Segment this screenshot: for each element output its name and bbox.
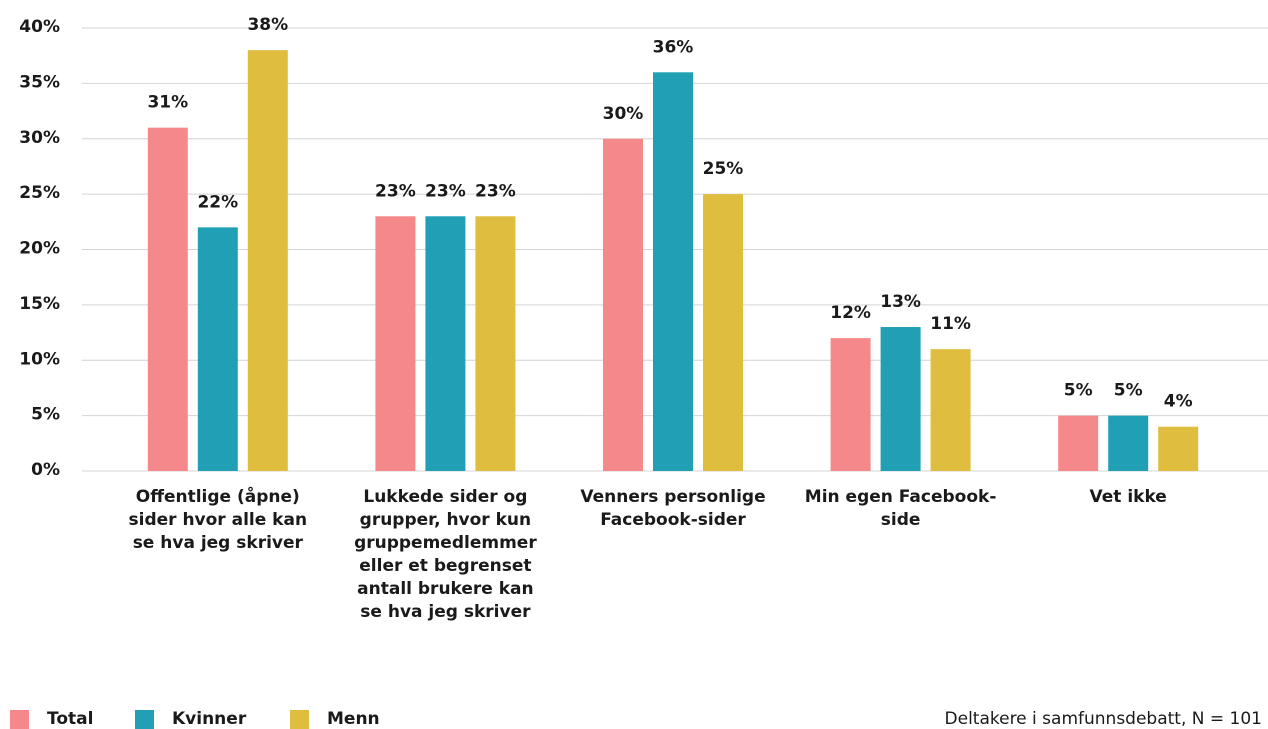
bar: [1058, 415, 1099, 471]
bar: [197, 227, 238, 471]
y-tick-label: 15%: [19, 294, 60, 314]
legend-swatch: [135, 710, 154, 729]
bar: [930, 349, 971, 471]
x-tick-label: Min egen Facebook-side: [804, 487, 997, 530]
y-tick-label: 10%: [19, 349, 60, 369]
value-label: 11%: [930, 314, 971, 334]
y-tick-label: 40%: [19, 17, 60, 37]
y-tick-label: 35%: [19, 72, 60, 92]
bar: [425, 216, 466, 471]
x-tick-label: Lukkede sider og grupper, hvor kun grupp…: [354, 487, 537, 622]
y-tick-label: 0%: [31, 460, 60, 480]
legend-label: Kvinner: [172, 709, 247, 729]
x-tick-label: Vet ikke: [1089, 487, 1167, 507]
value-label: 23%: [475, 181, 516, 201]
bar: [1158, 426, 1199, 471]
value-label: 22%: [197, 192, 238, 212]
value-label: 36%: [653, 37, 694, 57]
value-label: 5%: [1114, 381, 1143, 401]
bar: [147, 127, 188, 472]
legend-swatch: [290, 710, 309, 729]
value-label: 30%: [603, 104, 644, 124]
legend-label: Total: [47, 709, 93, 729]
x-tick-label: Venners personlige Facebook-sider: [580, 487, 766, 530]
bar: [830, 338, 871, 471]
y-tick-label: 20%: [19, 239, 60, 259]
y-tick-label: 25%: [19, 183, 60, 203]
value-label: 38%: [247, 15, 288, 35]
bar: [375, 216, 416, 471]
value-label: 13%: [880, 292, 921, 312]
bar: [653, 72, 693, 472]
y-tick-label: 5%: [31, 405, 60, 425]
bar: [247, 50, 288, 472]
value-label: 12%: [830, 303, 871, 323]
bar: [1108, 415, 1149, 471]
bar: [880, 327, 921, 471]
bar: [475, 216, 516, 471]
value-label: 23%: [375, 181, 416, 201]
value-label: 31%: [147, 93, 188, 113]
bar: [703, 194, 743, 471]
legend-swatch: [10, 710, 29, 729]
value-label: 25%: [703, 159, 744, 179]
legend-label: Menn: [327, 709, 380, 729]
value-label: 5%: [1064, 381, 1093, 401]
value-label: 4%: [1164, 392, 1193, 412]
y-tick-label: 30%: [19, 128, 60, 148]
note: Deltakere i samfunnsdebatt, N = 101: [945, 709, 1262, 729]
x-tick-label: Offentlige (åpne) sider hvor alle kan se…: [128, 487, 308, 553]
bar: [603, 138, 643, 471]
value-label: 23%: [425, 181, 466, 201]
